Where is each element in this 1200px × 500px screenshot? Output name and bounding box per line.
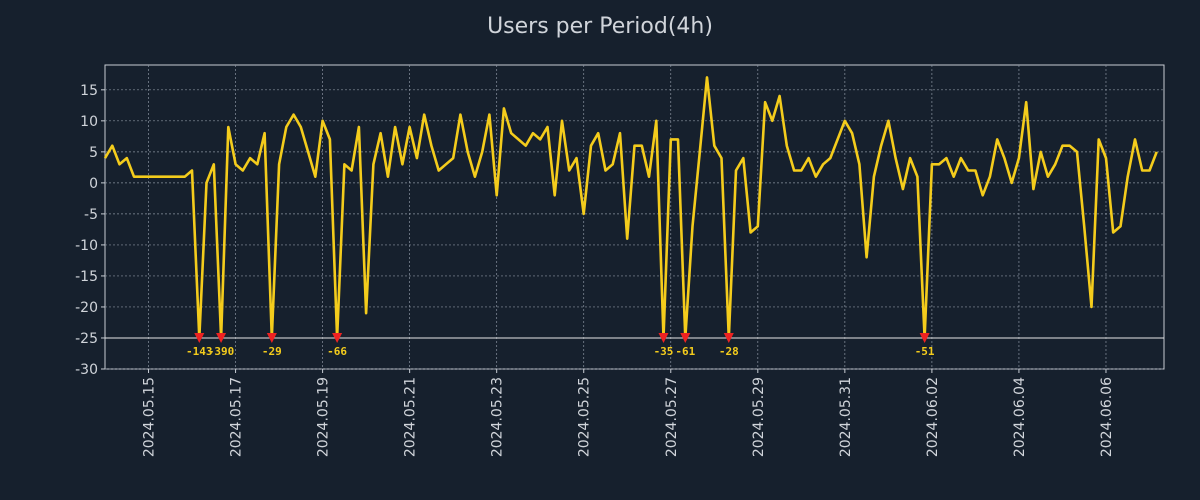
x-tick-label: 2024.05.15 — [142, 377, 158, 457]
clip-marker-label: -28 — [719, 345, 739, 358]
clip-marker-label: -61 — [675, 345, 695, 358]
x-tick-label: 2024.05.21 — [403, 377, 419, 457]
clip-marker-label: -66 — [327, 345, 347, 358]
clip-marker-label: -35 — [654, 345, 674, 358]
x-tick-label: 2024.05.25 — [577, 377, 593, 457]
clip-marker-label: -143 — [186, 345, 213, 358]
y-tick-label: -5 — [84, 207, 98, 223]
x-tick-label: 2024.05.23 — [490, 377, 506, 457]
y-tick-label: 0 — [89, 176, 98, 192]
clip-marker — [680, 332, 691, 343]
x-tick-label: 2024.06.06 — [1099, 377, 1115, 457]
plot-frame — [104, 64, 1165, 370]
clip-marker — [216, 332, 227, 343]
chart-title: Users per Period(4h) — [487, 14, 713, 39]
x-tick-label: 2024.05.19 — [316, 377, 332, 457]
y-tick-label: -30 — [75, 362, 98, 378]
clip-marker — [723, 332, 734, 343]
x-tick-label: 2024.06.04 — [1012, 377, 1028, 457]
clip-marker-label: -390 — [208, 345, 235, 358]
y-tick-label: -15 — [75, 269, 98, 285]
y-tick-label: 10 — [80, 114, 98, 130]
y-tick-label: -20 — [75, 300, 98, 316]
x-tick-label: 2024.05.17 — [229, 377, 245, 457]
y-tick-label: -10 — [75, 238, 98, 254]
clip-marker-label: -51 — [915, 345, 935, 358]
y-tick-label: 5 — [89, 145, 98, 161]
x-tick-label: 2024.05.27 — [664, 377, 680, 457]
clip-marker — [658, 332, 669, 343]
clip-marker — [266, 332, 277, 343]
y-tick-label: 15 — [80, 83, 98, 99]
x-tick-label: 2024.05.29 — [751, 377, 767, 457]
clip-marker — [194, 332, 205, 343]
series-line — [103, 76, 1158, 340]
clip-marker-label: -29 — [262, 345, 282, 358]
clip-marker — [919, 332, 930, 343]
x-tick-label: 2024.06.02 — [925, 377, 941, 457]
x-tick-label: 2024.05.31 — [838, 377, 854, 457]
y-tick-label: -25 — [75, 331, 98, 347]
clip-marker — [332, 332, 343, 343]
